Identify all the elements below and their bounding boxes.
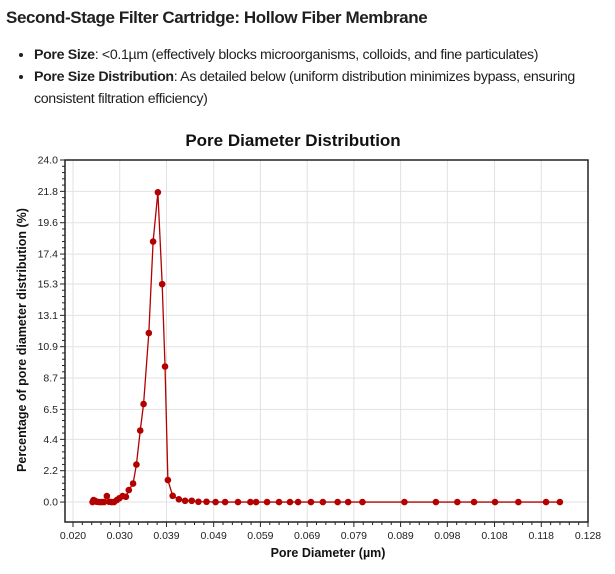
x-tick-label: 0.069 [294, 530, 320, 542]
y-tick-label: 21.8 [38, 186, 59, 198]
y-axis-label: Percentage of pore diameter distribution… [15, 208, 29, 472]
chart-title: Pore Diameter Distribution [185, 131, 400, 150]
data-point [491, 498, 499, 506]
data-point [344, 498, 352, 506]
bullet-label: Pore Size Distribution [34, 69, 174, 85]
data-point [140, 400, 147, 408]
data-point [129, 480, 137, 487]
bullet-label: Pore Size [34, 47, 95, 63]
y-tick-label: 8.7 [43, 373, 58, 385]
y-tick-label: 19.6 [38, 217, 59, 229]
data-point [286, 498, 294, 506]
data-point [149, 238, 157, 245]
x-axis-label: Pore Diameter (µm) [271, 546, 386, 560]
data-point [145, 329, 153, 337]
pore-distribution-chart: Pore Diameter Distribution Pore Diameter… [15, 131, 601, 560]
y-tick-label: 4.4 [43, 434, 58, 446]
data-point [169, 492, 176, 500]
data-point [161, 363, 169, 370]
y-tick-label: 6.5 [43, 404, 58, 416]
data-point [154, 189, 162, 196]
data-point [133, 461, 140, 468]
y-tick-label: 17.4 [38, 249, 59, 261]
data-point [136, 427, 144, 434]
data-point [188, 497, 196, 505]
x-tick-label: 0.030 [107, 530, 133, 542]
data-point [401, 498, 408, 506]
data-point [164, 476, 172, 484]
x-tick-label: 0.059 [247, 530, 273, 542]
y-tick-label: 24.0 [38, 155, 59, 167]
data-point [334, 498, 341, 506]
data-point [432, 498, 440, 506]
plot-area [65, 160, 588, 522]
data-point [294, 498, 302, 506]
section-heading: Second-Stage Filter Cartridge: Hollow Fi… [6, 8, 428, 27]
y-tick-label: 13.1 [38, 310, 59, 322]
data-point [181, 497, 189, 505]
x-tick-label: 0.079 [341, 530, 367, 542]
data-point [515, 498, 522, 506]
data-point [234, 498, 242, 506]
plot-frame [64, 159, 589, 523]
data-point [307, 498, 315, 506]
x-tick-label: 0.128 [575, 530, 601, 542]
data-point [212, 498, 219, 506]
list-item: Pore Size: <0.1µm (effectively blocks mi… [34, 44, 615, 66]
bullet-text: : As detailed below (uniform distributio… [34, 69, 575, 107]
spec-list: Pore Size: <0.1µm (effectively blocks mi… [12, 44, 615, 110]
data-point [454, 498, 461, 506]
x-tick-label: 0.118 [529, 530, 555, 542]
data-point [263, 498, 271, 506]
data-point [275, 498, 283, 506]
data-point [556, 498, 564, 506]
x-tick-label: 0.039 [153, 530, 179, 542]
x-tick-label: 0.098 [434, 530, 460, 542]
data-point [247, 498, 254, 506]
data-point [100, 498, 108, 506]
data-point [195, 498, 202, 506]
data-point [203, 498, 210, 506]
data-point [470, 498, 478, 506]
x-tick-label: 0.049 [201, 530, 227, 542]
data-point [158, 280, 166, 288]
data-point [542, 498, 550, 506]
y-tick-label: 15.3 [38, 278, 59, 290]
data-point [359, 498, 366, 506]
bullet-text: : <0.1µm (effectively blocks microorgani… [94, 47, 539, 63]
data-point [221, 498, 229, 506]
data-point [319, 498, 327, 506]
data-point [125, 486, 133, 494]
list-item: Pore Size Distribution: As detailed belo… [34, 66, 615, 110]
y-tick-label: 10.9 [38, 341, 59, 353]
data-point [175, 496, 183, 503]
y-tick-label: 0.0 [43, 497, 58, 509]
x-tick-label: 0.020 [60, 530, 86, 542]
y-tick-label: 2.2 [43, 465, 58, 477]
x-tick-label: 0.089 [387, 530, 413, 542]
data-point [103, 492, 111, 500]
data-point [122, 493, 130, 501]
data-point [252, 498, 260, 506]
x-tick-label: 0.108 [481, 530, 507, 542]
